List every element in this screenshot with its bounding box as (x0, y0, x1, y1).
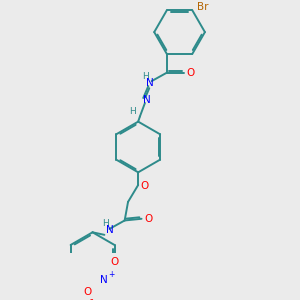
Text: +: + (108, 270, 114, 279)
Text: H: H (142, 71, 149, 80)
Text: H: H (129, 107, 136, 116)
Text: N: N (100, 274, 108, 285)
Text: O: O (83, 287, 92, 297)
Text: O: O (186, 68, 195, 78)
Text: Br: Br (196, 2, 208, 12)
Text: -: - (89, 294, 93, 300)
Text: O: O (110, 257, 118, 267)
Text: N: N (143, 95, 151, 105)
Text: H: H (102, 218, 109, 227)
Text: O: O (140, 181, 148, 191)
Text: N: N (146, 78, 154, 88)
Text: O: O (144, 214, 152, 224)
Text: N: N (106, 225, 114, 235)
